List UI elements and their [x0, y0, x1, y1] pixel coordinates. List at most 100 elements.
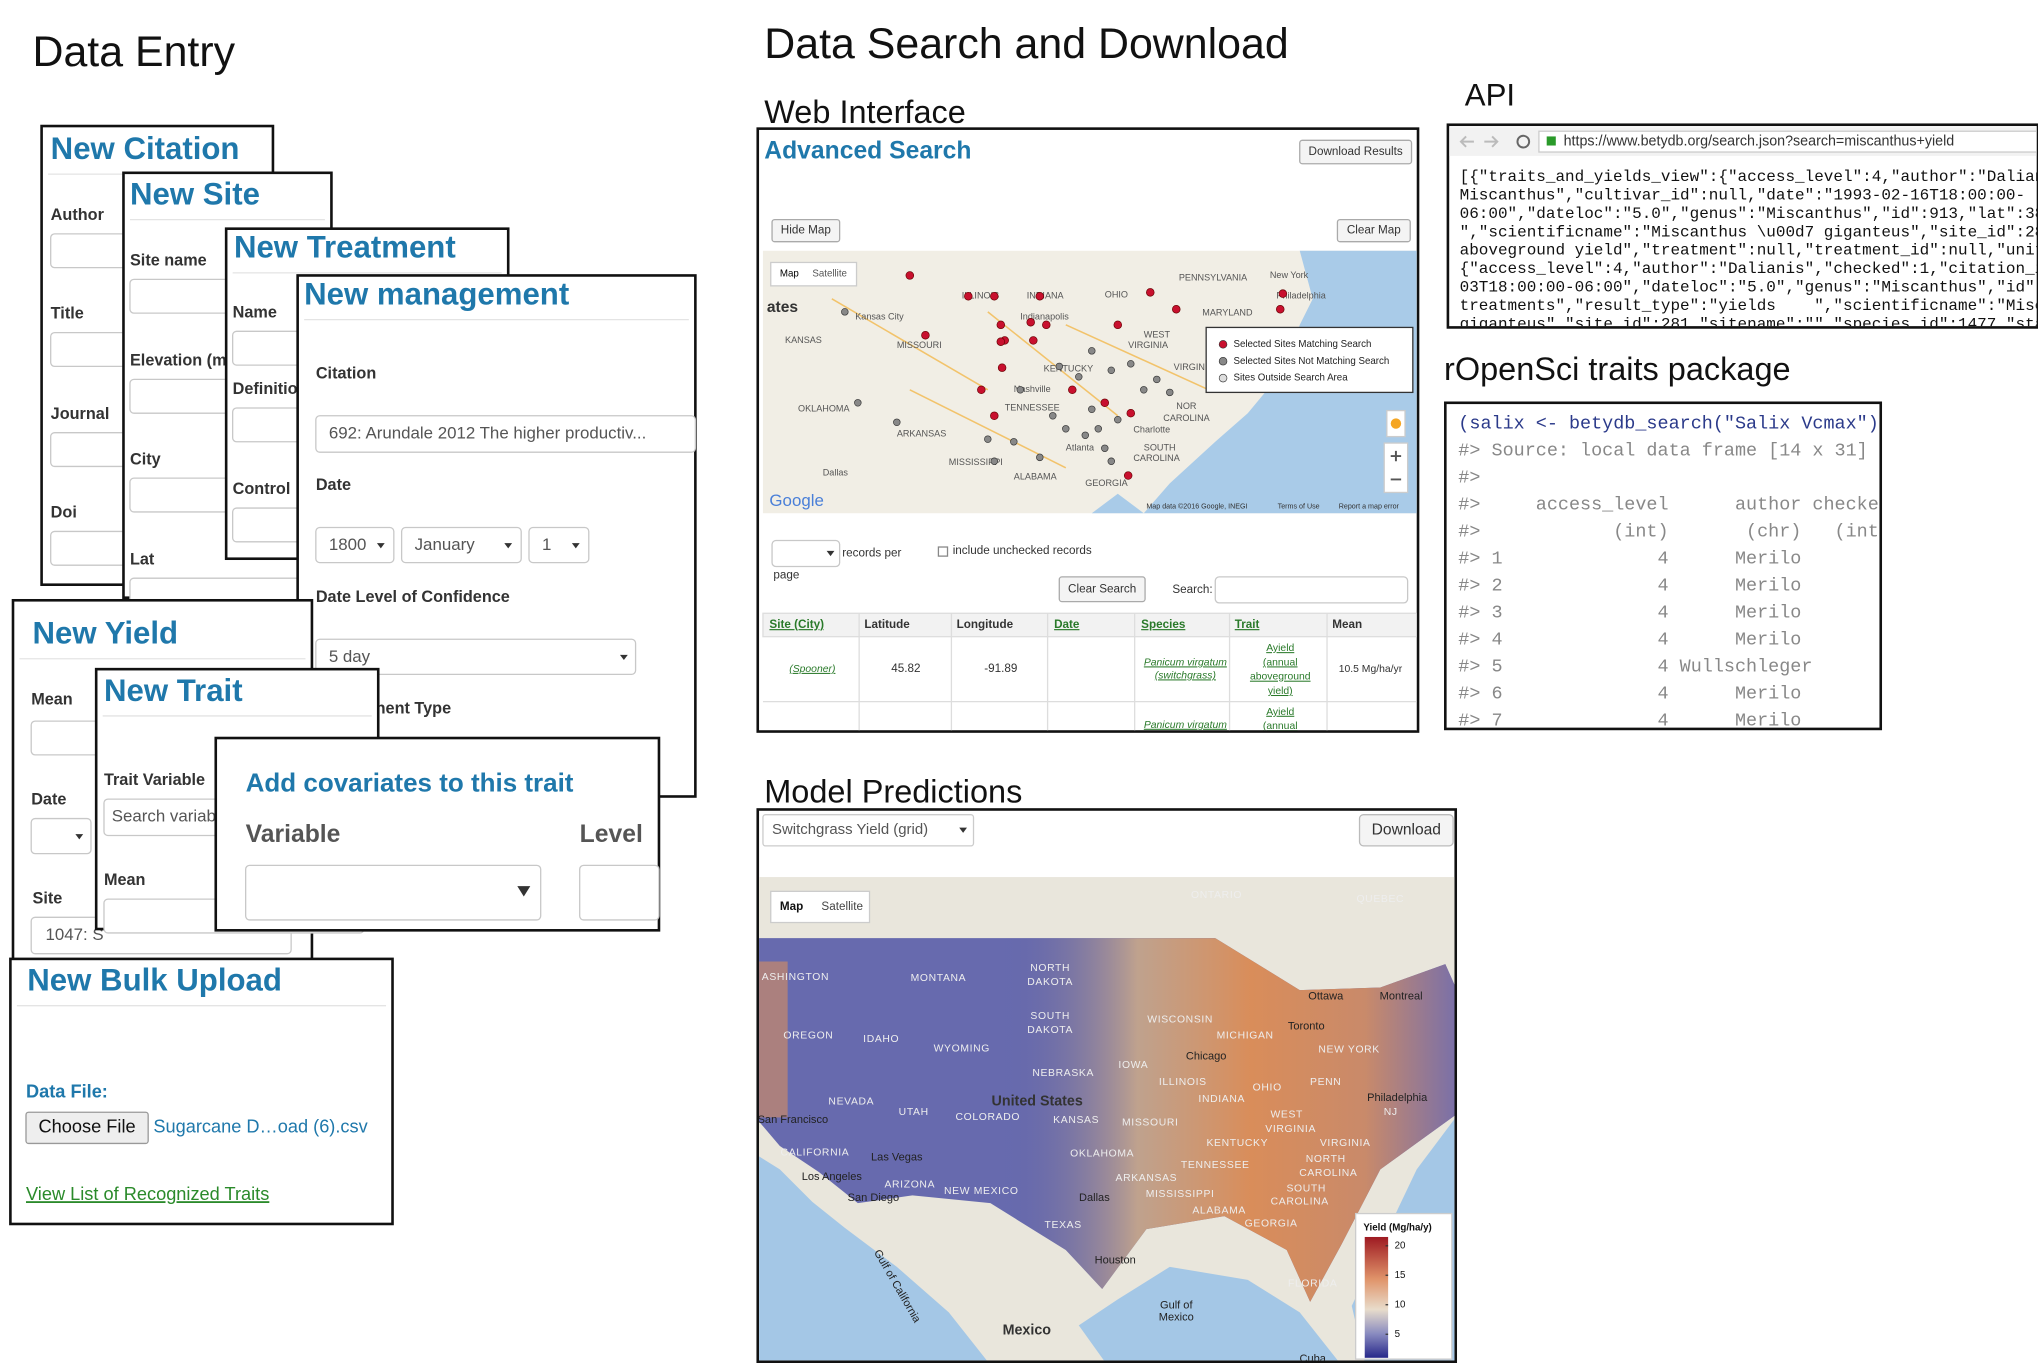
map-label: MISSOURI [1122, 1117, 1179, 1128]
zoom-control[interactable] [1383, 442, 1409, 494]
map-label: CAROLINA [1271, 1197, 1329, 1208]
site-marker [1081, 431, 1089, 439]
code-line: (salix <- betydb_search("Salix Vcmax")) [1458, 413, 1890, 434]
field-label: Variable [246, 821, 341, 848]
input-field[interactable] [30, 817, 92, 855]
hide-map-button[interactable] [771, 218, 841, 243]
map-label: Los Angeles [802, 1171, 863, 1183]
model-map: Map Satellite ONTARIO QUEBEC Ottawa Montreal T… [759, 877, 1455, 1361]
field-label: Data File: [26, 1082, 108, 1102]
form-title: New Trait [104, 673, 243, 708]
map-label: Montreal [1380, 991, 1423, 1003]
code-line: #> 2 4 Merilo 1 [1458, 576, 1890, 597]
field-label: City [130, 450, 161, 468]
map-label: ates [767, 299, 799, 316]
map-water [1091, 493, 1144, 514]
map-label: Dallas [1079, 1192, 1110, 1204]
input-field[interactable] [579, 864, 660, 921]
dropdown[interactable] [762, 814, 975, 847]
input-field[interactable] [245, 864, 542, 921]
input-value: 1047: S [45, 925, 103, 944]
map-label: Gulf of [1160, 1300, 1193, 1312]
traits-link[interactable]: View List of Recognized Traits [26, 1184, 269, 1204]
cell: (annual [1263, 657, 1298, 668]
button-label: Choose File [39, 1117, 136, 1137]
field-label: Mean [31, 691, 73, 709]
site-marker [1016, 386, 1025, 394]
url-box [1538, 130, 2037, 153]
download-button[interactable] [1358, 814, 1454, 847]
dropdown-arrow [75, 834, 84, 840]
attribution: Terms of Use [1278, 503, 1320, 511]
input-field[interactable] [315, 526, 395, 564]
map-label: NEVADA [828, 1097, 874, 1108]
clear-search-button[interactable] [1058, 576, 1146, 603]
legend-title: Yield (Mg/ha/y) [1363, 1222, 1431, 1233]
download-button[interactable] [1299, 139, 1413, 165]
map-label: Las Vegas [871, 1152, 923, 1164]
map-label: United States [992, 1094, 1083, 1110]
field-label: Lat [130, 550, 155, 568]
map-label: IDAHO [863, 1034, 899, 1045]
select-value: 1 [542, 535, 551, 554]
cell: (Spooner) [789, 664, 835, 675]
colorbar-tick-label: 20 [1395, 1240, 1406, 1251]
map-label: MICHIGAN [1217, 1030, 1274, 1041]
field-label: Journal [51, 405, 110, 423]
site-marker [1026, 318, 1035, 327]
map-tab: Map [780, 269, 799, 280]
map-label: NEBRASKA [1032, 1068, 1094, 1079]
map-label: KENTUCKY [1044, 363, 1093, 373]
column-header: Longitude [957, 618, 1014, 631]
site-marker [1088, 347, 1096, 355]
map-label: DAKOTA [1027, 1025, 1073, 1036]
field-label: Mean [104, 871, 146, 889]
legend-label: Sites Outside Search Area [1233, 373, 1348, 384]
json-line: 03T18:00:00-06:00","dateloc":"5.0","genu… [1460, 279, 2038, 297]
map-label: SOUTH [1286, 1184, 1326, 1195]
site-marker [921, 331, 930, 340]
map-label: CAROLINA [1299, 1168, 1357, 1179]
map-label: NORTH [1030, 963, 1070, 974]
site-marker [1107, 457, 1115, 465]
map-label: ARKANSAS [1116, 1173, 1178, 1184]
site-marker [1126, 408, 1136, 418]
map-label: VIRGINI [1174, 362, 1208, 372]
input-field[interactable] [315, 638, 637, 676]
file-button[interactable] [25, 1111, 149, 1145]
label: Search: [1172, 583, 1212, 596]
site-marker [1166, 388, 1174, 397]
colorbar-tick-label: 10 [1395, 1299, 1406, 1310]
site-marker [1049, 412, 1057, 420]
site-marker [1113, 320, 1123, 330]
json-line: 06:00","dateloc":"5.0","genus":"Miscanth… [1460, 205, 2038, 223]
code-line: #> 4 4 Merilo 1 [1458, 630, 1890, 651]
input-field[interactable] [528, 526, 590, 564]
code-content: (salix <- betydb_search("Salix Vcmax")) #… [1458, 413, 1890, 727]
select-value: January [415, 535, 476, 554]
api-panel [1446, 123, 2038, 329]
site-marker [1107, 366, 1115, 375]
checkbox[interactable] [937, 546, 949, 557]
input-field[interactable] [1214, 576, 1409, 604]
column-header: Date [1054, 618, 1080, 631]
code-line: #> 1 4 Merilo 1 [1458, 549, 1890, 570]
input-field[interactable] [400, 526, 522, 564]
map-label: MARYLAND [1202, 308, 1253, 318]
map-label: CAROLINA [1163, 413, 1210, 423]
code-line: #> access_level author checked [1458, 495, 1890, 516]
form-card [9, 957, 394, 1226]
code-line: #> 6 4 Merilo 1 [1458, 684, 1890, 705]
input-field[interactable] [315, 415, 697, 453]
attribution: Report a map error [1339, 503, 1400, 511]
json-line: aboveground yield","treatment":null,"tre… [1460, 242, 2038, 260]
map-label: ARIZONA [884, 1180, 935, 1191]
map-label: Kansas City [855, 311, 904, 321]
input-field[interactable] [771, 539, 841, 568]
cell: Panicum virgatum [1144, 720, 1227, 731]
code-line: #> Source: local data frame [14 x 31] [1458, 440, 1867, 461]
map-tab: Map [780, 900, 803, 913]
section-title: Data Search and Download [764, 20, 1288, 68]
site-marker [1127, 360, 1135, 368]
clear-map-button[interactable] [1336, 218, 1411, 243]
